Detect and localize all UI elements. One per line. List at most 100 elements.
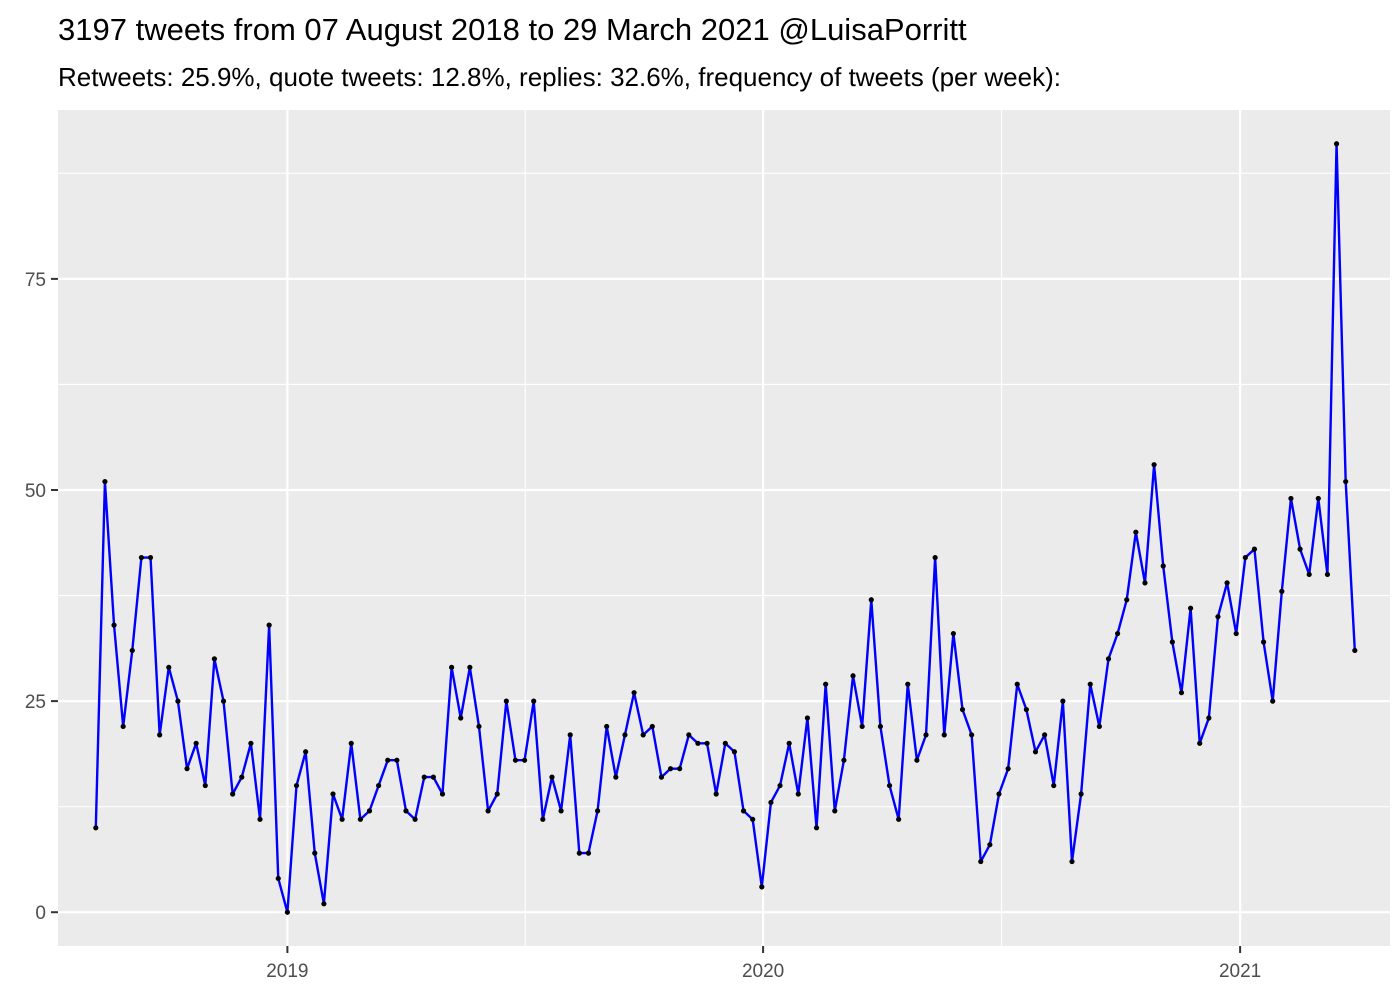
- data-point: [777, 782, 783, 789]
- data-point: [1160, 563, 1166, 569]
- data-point: [1324, 571, 1331, 578]
- data-point: [1306, 571, 1312, 578]
- data-point: [549, 774, 555, 780]
- data-point: [1233, 630, 1239, 637]
- data-point: [768, 799, 774, 806]
- data-point: [576, 850, 582, 856]
- data-point: [886, 782, 893, 789]
- data-point: [248, 740, 254, 746]
- chart-subtitle: Retweets: 25.9%, quote tweets: 12.8%, re…: [58, 62, 1061, 92]
- data-point: [987, 842, 993, 848]
- data-point: [540, 816, 546, 822]
- data-point: [503, 698, 509, 704]
- grid-major: [58, 110, 1390, 946]
- data-point: [220, 698, 227, 704]
- data-point: [211, 656, 217, 662]
- data-point: [275, 875, 281, 882]
- data-point: [1087, 681, 1093, 687]
- data-point: [713, 791, 719, 797]
- data-point: [321, 901, 327, 907]
- data-point: [841, 757, 847, 763]
- data-point: [1215, 614, 1221, 620]
- data-point: [932, 554, 938, 561]
- data-point: [1178, 690, 1185, 696]
- y-tick-label: 25: [25, 692, 46, 713]
- data-point: [1352, 647, 1358, 654]
- data-point: [1005, 766, 1011, 772]
- data-point: [348, 740, 354, 746]
- data-point: [403, 808, 409, 814]
- data-point: [312, 850, 318, 856]
- data-point: [795, 791, 801, 797]
- data-point: [877, 723, 883, 730]
- y-tick-label: 0: [35, 903, 46, 924]
- data-point: [594, 808, 601, 814]
- data-point: [1187, 605, 1194, 611]
- data-point: [704, 740, 710, 746]
- data-point: [722, 740, 728, 746]
- data-point: [667, 766, 674, 772]
- data-point: [1023, 706, 1029, 713]
- data-point: [1105, 656, 1112, 662]
- data-point: [759, 884, 765, 890]
- data-point: [804, 715, 811, 721]
- data-point: [1096, 723, 1102, 730]
- data-point: [1032, 749, 1039, 755]
- data-point: [230, 791, 236, 797]
- data-point: [284, 909, 290, 915]
- data-point: [1069, 858, 1075, 865]
- data-point: [1251, 546, 1258, 552]
- x-tick-label: 2019: [266, 961, 308, 982]
- data-point: [1014, 681, 1020, 687]
- data-point: [339, 816, 345, 822]
- data-point: [567, 732, 573, 738]
- data-point: [485, 808, 491, 814]
- data-point: [631, 690, 637, 696]
- data-point: [111, 622, 117, 628]
- data-point: [102, 478, 108, 485]
- data-point: [658, 774, 665, 780]
- data-point: [731, 749, 738, 755]
- data-point: [604, 723, 610, 730]
- data-point: [1051, 782, 1057, 789]
- data-point: [166, 664, 172, 670]
- data-point: [476, 723, 482, 730]
- data-point: [147, 554, 154, 561]
- data-point: [1206, 715, 1212, 721]
- y-tick-label: 75: [25, 270, 46, 291]
- data-point: [1224, 580, 1230, 586]
- data-point: [941, 732, 947, 738]
- data-point: [1115, 630, 1121, 637]
- data-point: [1297, 546, 1303, 552]
- data-point: [1133, 529, 1139, 535]
- data-point: [239, 774, 245, 780]
- data-point: [750, 816, 756, 822]
- data-point: [585, 850, 592, 856]
- data-point: [1260, 639, 1267, 645]
- data-point: [613, 774, 619, 780]
- data-point: [1279, 588, 1285, 594]
- data-point: [1169, 639, 1175, 645]
- data-point: [385, 757, 391, 763]
- data-point: [120, 723, 126, 730]
- data-point: [421, 774, 427, 780]
- data-point: [813, 825, 820, 831]
- data-point: [467, 664, 473, 670]
- data-point: [1078, 791, 1084, 797]
- data-point: [859, 723, 865, 730]
- data-point: [1060, 698, 1066, 704]
- data-point: [959, 706, 966, 713]
- data-point: [1242, 554, 1248, 561]
- data-point: [1270, 698, 1276, 704]
- data-point: [458, 715, 464, 721]
- data-point: [786, 740, 792, 746]
- data-point: [293, 782, 300, 789]
- data-point: [1333, 141, 1340, 147]
- data-point: [978, 858, 984, 865]
- data-point: [640, 732, 646, 738]
- data-point: [531, 698, 537, 704]
- data-point: [969, 732, 975, 738]
- data-point: [558, 808, 564, 814]
- data-points: [93, 141, 1358, 915]
